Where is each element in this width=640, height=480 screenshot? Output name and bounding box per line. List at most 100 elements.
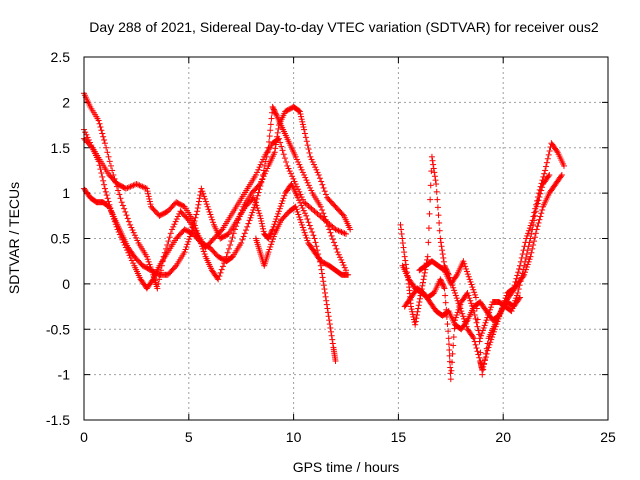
data-point (322, 191, 329, 198)
data-point (425, 225, 432, 232)
data-point (533, 226, 540, 233)
data-point (186, 233, 193, 240)
data-point (130, 182, 137, 189)
data-point (536, 216, 543, 223)
data-point (118, 234, 125, 241)
data-point (96, 162, 103, 169)
data-point (278, 200, 285, 207)
x-tick-label: 25 (600, 429, 616, 445)
data-point (305, 182, 312, 189)
data-point (442, 299, 449, 306)
data-point (301, 130, 308, 137)
data-point (439, 251, 446, 258)
data-point (101, 136, 108, 143)
data-point (335, 251, 342, 258)
data-point (323, 297, 330, 304)
data-point (270, 106, 277, 113)
data-point (172, 264, 179, 271)
x-tick-label: 5 (185, 429, 193, 445)
data-point (399, 240, 406, 247)
x-tick-label: 0 (80, 429, 88, 445)
data-point (321, 286, 328, 293)
ytick-labels: -1.5 -1 -0.5 0 0.5 1 1.5 2 2.5 (46, 49, 70, 428)
data-point (311, 235, 318, 242)
data-point (217, 269, 224, 276)
data-point (537, 213, 544, 220)
data-point (560, 162, 567, 169)
data-point (299, 224, 306, 231)
data-point (474, 323, 481, 330)
data-point (137, 182, 144, 189)
data-point (219, 263, 226, 270)
data-point (231, 226, 238, 233)
data-point (230, 230, 237, 237)
data-point (325, 313, 332, 320)
data-point (205, 206, 212, 213)
data-point (421, 273, 428, 280)
data-point (130, 260, 137, 267)
data-point (101, 185, 108, 192)
data-point (144, 188, 151, 195)
data-point (292, 203, 299, 210)
data-point (338, 229, 345, 236)
y-tick-label: 2.5 (51, 49, 71, 65)
data-point (313, 166, 320, 173)
data-point (175, 213, 182, 220)
data-point (206, 208, 213, 215)
data-point (195, 201, 202, 208)
data-point (476, 354, 483, 361)
data-point (458, 308, 465, 315)
data-point (402, 257, 409, 264)
data-point (304, 237, 311, 244)
data-point (334, 227, 341, 234)
data-point (546, 171, 553, 178)
data-point (104, 149, 111, 156)
data-point (420, 276, 427, 283)
data-point (227, 241, 234, 248)
data-point (97, 166, 104, 173)
data-point (100, 133, 107, 140)
data-point (146, 261, 153, 268)
data-point (466, 295, 473, 302)
data-point (322, 293, 329, 300)
data-point (100, 177, 107, 184)
data-point (269, 238, 276, 245)
data-point (298, 221, 305, 228)
data-point (320, 184, 327, 191)
data-point (252, 171, 259, 178)
data-point (539, 206, 546, 213)
data-point (279, 197, 286, 204)
data-point (516, 294, 523, 301)
data-point (433, 181, 440, 188)
data-point (333, 245, 340, 252)
data-point (448, 359, 455, 366)
data-point (323, 219, 330, 226)
data-point (316, 175, 323, 182)
xtick-labels: 0 5 10 15 20 25 (80, 429, 616, 445)
data-point (521, 262, 528, 269)
data-point (446, 341, 453, 348)
data-point (281, 192, 288, 199)
data-point (268, 115, 275, 122)
data-point (464, 289, 471, 296)
data-point (264, 149, 271, 156)
data-point (298, 113, 305, 120)
data-point (482, 350, 489, 357)
data-point (310, 206, 317, 213)
data-point (414, 308, 421, 315)
data-point (119, 202, 126, 209)
data-point (482, 319, 489, 326)
data-point (251, 204, 258, 211)
data-point (483, 345, 490, 352)
data-point (129, 227, 136, 234)
data-point (434, 204, 441, 211)
data-point (467, 297, 474, 304)
y-tick-label: -1.5 (46, 412, 70, 428)
data-point (339, 211, 346, 218)
data-point (460, 315, 467, 322)
data-point (524, 232, 531, 239)
data-point (471, 289, 478, 296)
data-point (338, 256, 345, 263)
data-point (113, 223, 120, 230)
data-point (302, 232, 309, 239)
